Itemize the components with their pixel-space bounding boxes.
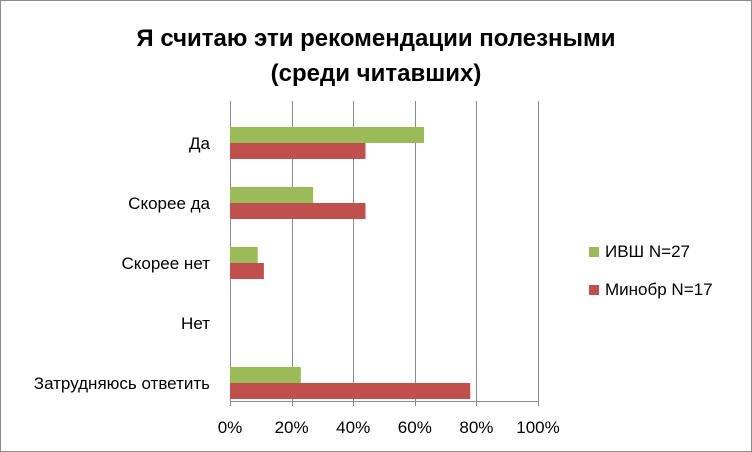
category-label: Да bbox=[189, 134, 211, 153]
legend: ИВШ N=27 Минобр N=17 bbox=[589, 241, 713, 317]
chart-title: Я считаю эти рекомендации полезными (сре… bbox=[1, 21, 751, 91]
bars bbox=[230, 127, 471, 399]
chart-title-line-2: (среди читавших) bbox=[270, 60, 482, 87]
legend-label-ivsh: ИВШ N=27 bbox=[605, 242, 690, 261]
bar-ivsh-4 bbox=[230, 367, 301, 383]
bar-minobr-4 bbox=[230, 383, 471, 399]
bar-minobr-1 bbox=[230, 203, 366, 219]
category-label: Скорее нет bbox=[121, 254, 210, 273]
legend-item-minobr: Минобр N=17 bbox=[589, 279, 713, 301]
x-tick-label: 80% bbox=[459, 418, 493, 437]
legend-item-ivsh: ИВШ N=27 bbox=[589, 241, 713, 263]
legend-swatch-ivsh bbox=[589, 247, 599, 257]
x-tick-label: 0% bbox=[218, 418, 243, 437]
chart-title-line-1: Я считаю эти рекомендации полезными bbox=[136, 25, 616, 52]
x-tick-label: 100% bbox=[516, 418, 559, 437]
bar-minobr-0 bbox=[230, 143, 366, 159]
x-tick-label: 20% bbox=[275, 418, 309, 437]
bar-ivsh-2 bbox=[230, 247, 258, 263]
category-label: Нет bbox=[181, 314, 210, 333]
legend-label-minobr: Минобр N=17 bbox=[605, 280, 713, 299]
bar-ivsh-0 bbox=[230, 127, 425, 143]
category-label: Скорее да bbox=[128, 194, 210, 213]
bar-minobr-2 bbox=[230, 263, 264, 279]
category-label: Затрудняюсь ответить bbox=[34, 374, 210, 393]
legend-swatch-minobr bbox=[589, 285, 599, 295]
axis-labels: 0% 20% 40% 60% 80% 100% Да Скорее да Скорее нет Н… bbox=[34, 134, 560, 437]
x-tick-label: 60% bbox=[398, 418, 432, 437]
bar-ivsh-1 bbox=[230, 187, 314, 203]
x-tick-label: 40% bbox=[336, 418, 370, 437]
